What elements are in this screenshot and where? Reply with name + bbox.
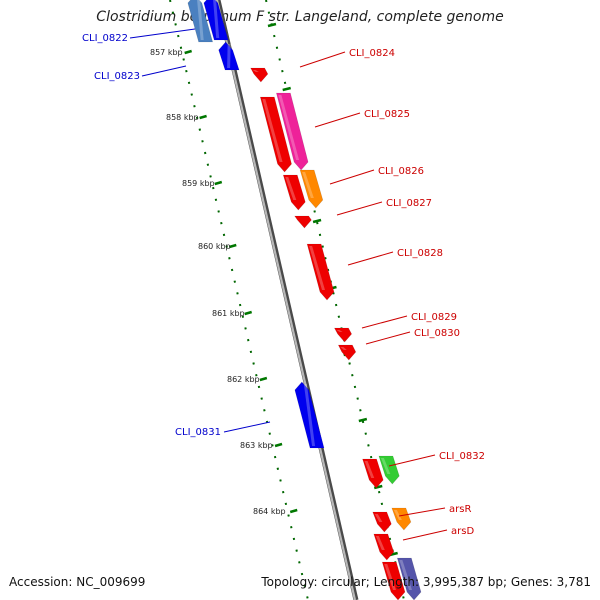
- gene-feature-cli-0828[interactable]: [306, 243, 335, 301]
- major-tick: [259, 376, 268, 382]
- gene-feature-cli-0825b[interactable]: [276, 92, 309, 171]
- gene-label-cli-0824[interactable]: CLI_0824: [349, 48, 395, 59]
- major-tick: [267, 22, 277, 28]
- gene-feature-cli-0832a[interactable]: [362, 458, 384, 489]
- gene-feature-cli-next-a[interactable]: [381, 561, 406, 600]
- gene-label-cli-0827[interactable]: CLI_0827: [386, 198, 432, 209]
- gene-label-cli-0826[interactable]: CLI_0826: [378, 166, 424, 177]
- gene-feature-arsd[interactable]: [373, 533, 395, 561]
- gene-feature-cli-next-b[interactable]: [396, 557, 422, 600]
- major-tick: [244, 310, 253, 316]
- gene-label-cli-0832[interactable]: CLI_0832: [439, 451, 485, 462]
- gene-label-cli-0823[interactable]: CLI_0823: [94, 71, 140, 82]
- leader-line: [314, 112, 361, 128]
- gene-label-cli-0822[interactable]: CLI_0822: [82, 33, 128, 44]
- leader-line: [361, 315, 408, 329]
- leader-line: [365, 331, 411, 345]
- gene-feature-arsr-b[interactable]: [391, 507, 412, 531]
- kbp-label: 862 kbp: [227, 375, 260, 384]
- gene-feature-cli-0826a[interactable]: [282, 174, 306, 211]
- kbp-label: 863 kbp: [240, 441, 273, 450]
- gene-label-arsr[interactable]: arsR: [449, 504, 471, 515]
- major-tick: [358, 417, 368, 423]
- kbp-label: 864 kbp: [253, 507, 286, 516]
- accession-text: Accession: NC_009699: [9, 575, 146, 589]
- gene-label-cli-0825[interactable]: CLI_0825: [364, 109, 410, 120]
- leader-line: [223, 421, 271, 433]
- backbone: [215, 0, 359, 600]
- gene-labels: CLI_0822 CLI_0823 CLI_0824 CLI_0825 CLI_…: [82, 33, 485, 537]
- gene-feature-cli-0830[interactable]: [337, 344, 357, 361]
- leader-line: [347, 251, 394, 266]
- major-tick: [274, 442, 283, 448]
- gene-label-cli-0829[interactable]: CLI_0829: [411, 312, 457, 323]
- gene-feature-cli-0823[interactable]: [218, 41, 240, 71]
- major-tick: [282, 86, 292, 92]
- major-tick: [199, 114, 207, 120]
- leader-line: [141, 65, 187, 77]
- gene-feature-arsr-a[interactable]: [372, 511, 392, 533]
- major-tick: [214, 180, 223, 186]
- gene-feature-cli-0824[interactable]: [250, 67, 269, 83]
- gene-feature-cli-0829[interactable]: [333, 327, 353, 343]
- major-tick: [289, 508, 298, 514]
- genome-summary-text: Topology: circular; Length: 3,995,387 bp…: [261, 575, 591, 589]
- leader-line: [299, 51, 346, 68]
- leader-line: [402, 529, 448, 541]
- gene-feature-cli-0822[interactable]: [187, 0, 214, 43]
- gene-feature-cli-0826b[interactable]: [299, 169, 324, 209]
- gene-feature-cli-0822b[interactable]: [203, 0, 229, 41]
- major-tick: [373, 484, 383, 490]
- leader-line: [398, 507, 446, 517]
- kbp-label: 860 kbp: [198, 242, 231, 251]
- gene-label-arsd[interactable]: arsD: [451, 526, 474, 537]
- kbp-label: 859 kbp: [182, 179, 215, 188]
- major-tick: [184, 49, 192, 55]
- major-tick: [312, 218, 322, 224]
- leader-line: [388, 454, 436, 467]
- leader-line: [336, 201, 383, 216]
- gene-features: [187, 0, 422, 600]
- leader-line: [329, 169, 375, 185]
- gene-label-cli-0830[interactable]: CLI_0830: [414, 328, 460, 339]
- gene-feature-cli-0831[interactable]: [294, 381, 325, 449]
- gene-label-cli-0828[interactable]: CLI_0828: [397, 248, 443, 259]
- gene-feature-cli-0827[interactable]: [294, 215, 312, 229]
- gene-feature-cli-0825a[interactable]: [259, 96, 292, 173]
- label-leaders: [129, 28, 448, 541]
- kbp-label: 861 kbp: [212, 309, 245, 318]
- kbp-label: 857 kbp: [150, 48, 183, 57]
- kbp-label: 858 kbp: [166, 113, 199, 122]
- leader-line: [129, 28, 196, 39]
- gene-label-cli-0831[interactable]: CLI_0831: [175, 427, 221, 438]
- major-tick: [228, 243, 237, 249]
- kbp-labels: 857 kbp 858 kbp 859 kbp 860 kbp 861 kbp …: [150, 48, 286, 516]
- gene-feature-cli-0832b[interactable]: [378, 455, 400, 485]
